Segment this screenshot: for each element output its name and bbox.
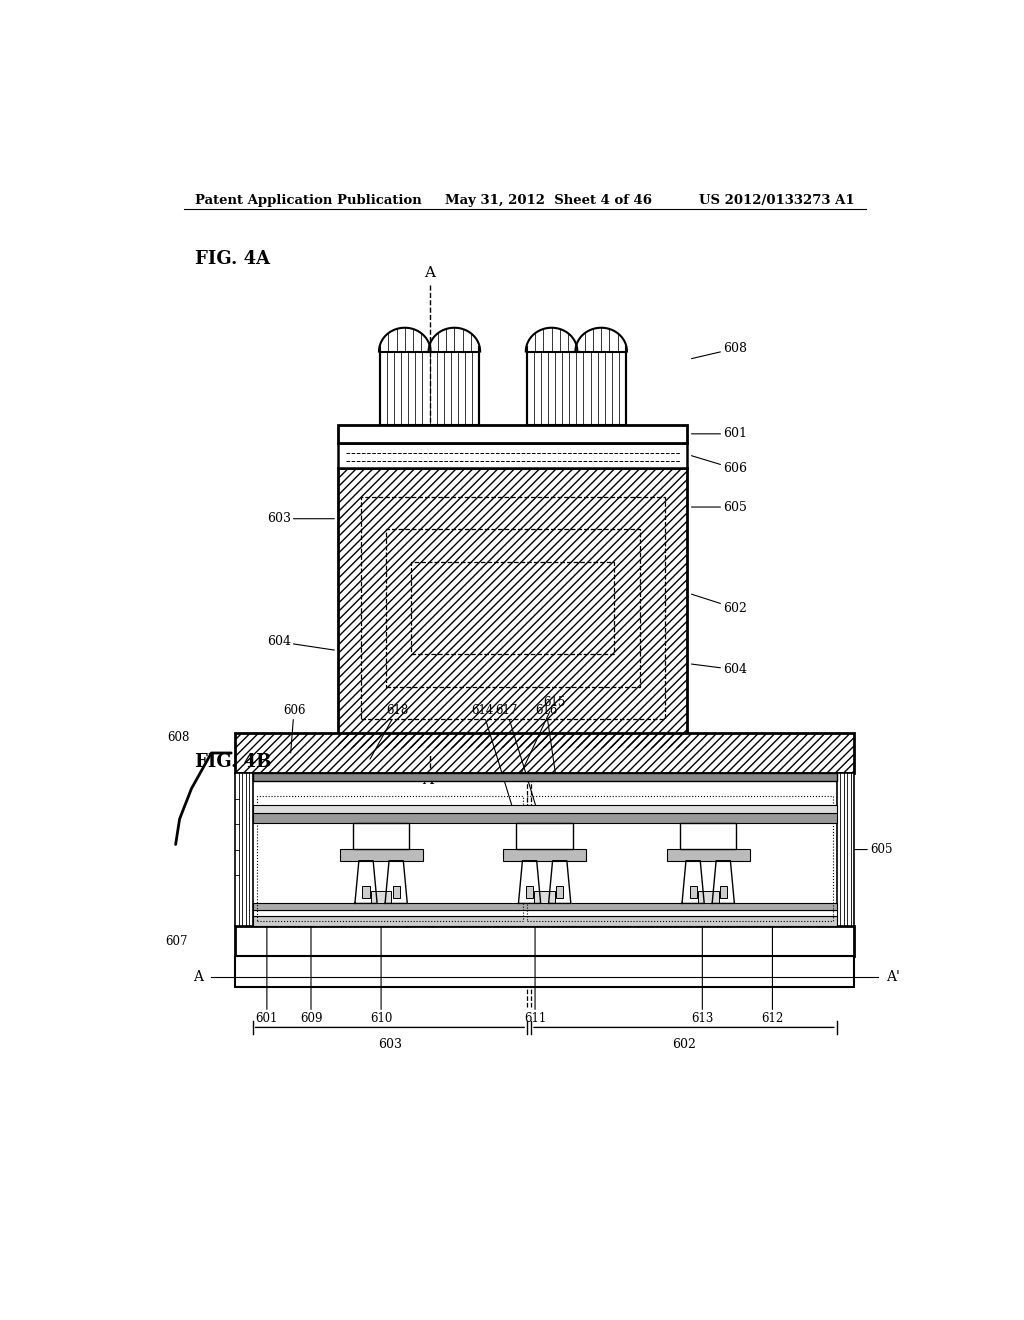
Text: 612: 612 (761, 925, 783, 1026)
Bar (680, 824, 736, 849)
Bar (257, 796, 523, 921)
Bar (698, 891, 719, 903)
Bar (392, 886, 399, 899)
Bar (253, 805, 837, 813)
Text: FIG. 4B: FIG. 4B (196, 752, 271, 771)
Bar (386, 529, 640, 686)
Text: 605: 605 (846, 843, 893, 857)
Bar (680, 824, 736, 849)
Bar (412, 562, 614, 655)
Text: 605: 605 (691, 500, 748, 513)
Text: A: A (424, 267, 435, 280)
Bar (236, 733, 854, 774)
Polygon shape (518, 861, 541, 903)
Text: 602: 602 (672, 1038, 696, 1051)
Text: A': A' (886, 970, 900, 983)
Text: 613: 613 (691, 925, 714, 1026)
Text: FIG. 4A: FIG. 4A (196, 249, 270, 268)
Text: 606: 606 (283, 704, 305, 752)
Bar (667, 849, 750, 861)
Text: 611: 611 (524, 925, 546, 1026)
Bar (353, 824, 410, 849)
Text: 610: 610 (370, 925, 392, 1026)
Polygon shape (712, 861, 734, 903)
Text: A: A (194, 970, 204, 983)
Bar (516, 824, 572, 849)
Bar (556, 886, 563, 899)
Bar (236, 733, 854, 774)
Bar (253, 909, 837, 916)
Bar (527, 796, 833, 921)
Bar (362, 886, 370, 899)
Bar (253, 903, 837, 909)
Bar (526, 886, 534, 899)
Bar (689, 886, 696, 899)
Bar (253, 916, 837, 925)
Bar (338, 469, 687, 748)
Polygon shape (682, 861, 705, 903)
Text: 604: 604 (691, 663, 748, 676)
Text: 602: 602 (691, 594, 748, 615)
Bar (380, 351, 479, 425)
Text: 616: 616 (536, 704, 557, 781)
Bar (837, 774, 854, 925)
Text: 609: 609 (300, 925, 323, 1026)
Bar (236, 774, 253, 925)
Bar (338, 469, 687, 748)
Bar (353, 824, 410, 849)
Text: 608: 608 (168, 731, 190, 744)
Text: May 31, 2012  Sheet 4 of 46: May 31, 2012 Sheet 4 of 46 (445, 194, 652, 207)
Bar (236, 956, 854, 987)
Polygon shape (549, 861, 570, 903)
Bar (253, 813, 837, 824)
Bar (371, 891, 391, 903)
Bar (338, 425, 687, 444)
Bar (253, 774, 837, 781)
Polygon shape (385, 861, 408, 903)
Text: 603: 603 (378, 1038, 401, 1051)
Text: Patent Application Publication: Patent Application Publication (196, 194, 422, 207)
Text: A': A' (422, 774, 437, 787)
Bar (338, 444, 687, 469)
Text: 604: 604 (266, 635, 334, 649)
Bar (340, 849, 423, 861)
Text: 606: 606 (691, 455, 748, 475)
Text: 617: 617 (496, 704, 537, 809)
Text: 607: 607 (165, 935, 187, 948)
Text: 601: 601 (256, 925, 279, 1026)
Text: 601: 601 (691, 428, 748, 441)
Bar (360, 496, 666, 719)
Bar (236, 925, 854, 956)
Text: 614: 614 (472, 704, 513, 809)
Bar (503, 849, 586, 861)
Bar (535, 891, 555, 903)
Bar (526, 351, 626, 425)
Bar (516, 824, 572, 849)
Text: 608: 608 (691, 342, 748, 359)
Polygon shape (355, 861, 377, 903)
Text: 618: 618 (370, 704, 409, 759)
Text: 603: 603 (266, 512, 334, 525)
Text: 615: 615 (519, 696, 565, 777)
Text: US 2012/0133273 A1: US 2012/0133273 A1 (699, 194, 855, 207)
Bar (720, 886, 727, 899)
